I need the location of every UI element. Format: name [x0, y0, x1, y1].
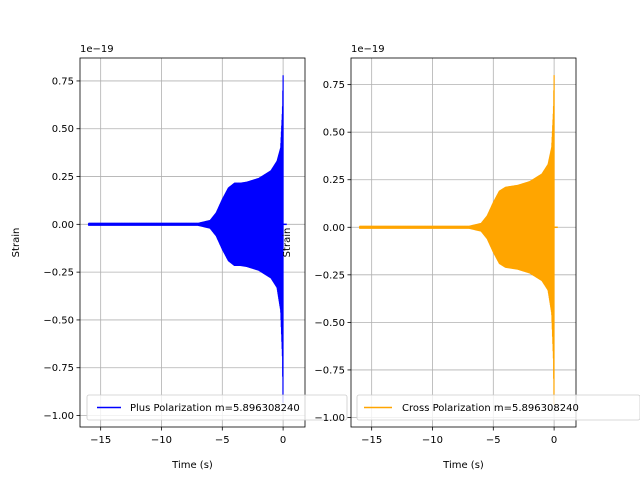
y-tick-label: 0.50 [52, 124, 74, 135]
axes-frame-cross [350, 57, 577, 428]
y-tick-label: −1.00 [43, 411, 74, 422]
legend-label-plus: Plus Polarization m=5.896308240 [130, 403, 300, 414]
x-axis-label-plus: Time (s) [171, 460, 213, 471]
y-tick-label: −0.25 [43, 268, 74, 279]
chart-panel-plus: −15 −10 −5 0 −1.00 −0.75 −0.50 −0.25 0.00 0.25 0.… [11, 44, 348, 471]
series-area-cross [358, 75, 558, 406]
series-area-plus [87, 75, 287, 404]
y-tick-label: −1.00 [314, 413, 345, 424]
y-offset-text-plus: 1e−19 [80, 44, 114, 55]
x-tick-label: 0 [280, 435, 286, 446]
legend-cross: Cross Polarization m=5.896308240 [356, 394, 640, 421]
legend-label-cross: Cross Polarization m=5.896308240 [402, 403, 579, 414]
y-offset-text-cross: 1e−19 [351, 44, 385, 55]
y-tick-label: −0.50 [43, 315, 74, 326]
x-tick-labels-cross: −15 −10 −5 0 [361, 435, 557, 446]
y-tick-label: 0.00 [323, 223, 345, 234]
plot-area-cross [347, 57, 577, 431]
axes-frame-plus [79, 57, 306, 428]
x-tick-label: −15 [90, 435, 111, 446]
tick-marks-cross [347, 84, 555, 431]
y-tick-label: −0.75 [314, 365, 345, 376]
plot-area-plus [76, 57, 306, 431]
series-line-plus [87, 75, 284, 404]
y-tick-label: 0.00 [52, 220, 74, 231]
y-tick-label: 0.25 [52, 172, 74, 183]
x-tick-labels-plus: −15 −10 −5 0 [90, 435, 286, 446]
x-tick-label: −5 [215, 435, 230, 446]
x-axis-label-cross: Time (s) [442, 460, 484, 471]
legend-plus: Plus Polarization m=5.896308240 [86, 394, 348, 421]
y-axis-label-plus: Strain [11, 228, 22, 258]
legend-box-plus [86, 394, 348, 421]
y-tick-labels-plus: −1.00 −0.75 −0.50 −0.25 0.00 0.25 0.50 0.75 [43, 76, 74, 422]
y-axis-label-cross: Strain [282, 228, 293, 258]
x-tick-label: −15 [361, 435, 382, 446]
x-tick-label: −10 [422, 435, 443, 446]
chart-panel-cross: −15 −10 −5 0 −1.00 −0.75 −0.50 −0.25 0.00 0.25 0.… [282, 44, 640, 471]
series-line-cross [358, 75, 555, 406]
y-tick-label: −0.75 [43, 363, 74, 374]
y-tick-label: −0.25 [314, 270, 345, 281]
legend-box-cross [356, 394, 640, 421]
y-tick-label: −0.50 [314, 318, 345, 329]
x-tick-label: −5 [486, 435, 501, 446]
tick-marks-plus [76, 80, 284, 431]
y-tick-label: 0.50 [323, 128, 345, 139]
y-tick-label: 0.25 [323, 175, 345, 186]
y-tick-label: 0.75 [52, 76, 74, 87]
x-tick-label: −10 [151, 435, 172, 446]
y-tick-labels-cross: −1.00 −0.75 −0.50 −0.25 0.00 0.25 0.50 0.75 [314, 80, 345, 424]
x-tick-label: 0 [551, 435, 557, 446]
y-tick-label: 0.75 [323, 80, 345, 91]
